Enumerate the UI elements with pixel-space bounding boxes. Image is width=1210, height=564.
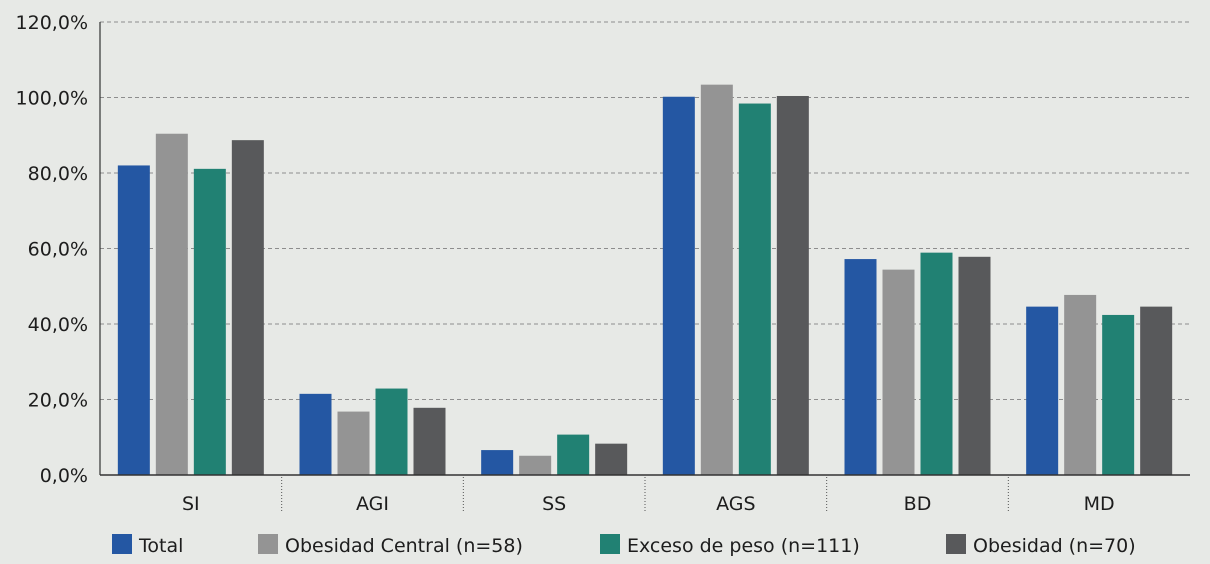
legend-label: Total: [138, 535, 183, 557]
bar-si-series-4: [231, 140, 264, 475]
legend-swatch: [600, 534, 620, 554]
bar-md-series-3: [1102, 314, 1135, 475]
y-tick-label: 60,0%: [28, 239, 88, 261]
bar-md-series-4: [1140, 306, 1173, 475]
bar-ags-series-3: [738, 103, 771, 475]
x-axis-categories: SI AGI SS AGS BD MD: [182, 493, 1115, 515]
y-tick-label: 0,0%: [40, 465, 88, 487]
legend: Total Obesidad Central (n=58) Exceso de pe…: [112, 534, 1136, 557]
bar-ags-series-1: [662, 96, 695, 476]
legend-item: Total: [112, 534, 183, 557]
y-tick-label: 120,0%: [16, 12, 88, 34]
bar-si-series-1: [117, 165, 150, 475]
bar-bd-series-3: [920, 252, 953, 475]
x-category-label: MD: [1084, 493, 1115, 515]
legend-item: Exceso de peso (n=111): [600, 534, 860, 557]
legend-swatch: [258, 534, 278, 554]
bar-ss-series-1: [481, 450, 514, 475]
bar-agi-series-1: [299, 393, 332, 475]
legend-label: Obesidad (n=70): [973, 535, 1136, 557]
bar-md-series-1: [1026, 306, 1059, 475]
x-category-label: AGS: [716, 493, 755, 515]
legend-label: Exceso de peso (n=111): [627, 535, 860, 557]
y-tick-label: 100,0%: [16, 88, 88, 110]
bar-agi-series-3: [375, 388, 408, 475]
legend-label: Obesidad Central (n=58): [285, 535, 523, 557]
x-category-label: AGI: [356, 493, 389, 515]
legend-item: Obesidad (n=70): [946, 534, 1136, 557]
bar-agi-series-4: [413, 407, 446, 475]
legend-item: Obesidad Central (n=58): [258, 534, 523, 557]
bar-agi-series-2: [337, 411, 370, 475]
bar-bd-series-2: [882, 269, 915, 475]
bar-ss-series-4: [595, 443, 628, 475]
x-category-label: SI: [182, 493, 200, 515]
legend-swatch: [946, 534, 966, 554]
y-tick-label: 80,0%: [28, 163, 88, 185]
bar-si-series-3: [193, 168, 226, 475]
bar-ags-series-4: [776, 95, 809, 476]
bar-si-series-2: [155, 133, 188, 476]
y-axis-ticks: 0,0% 20,0% 40,0% 60,0% 80,0% 100,0% 120,0%: [16, 12, 88, 487]
bars: [117, 84, 1173, 476]
legend-swatch: [112, 534, 132, 554]
bar-bd-series-1: [844, 259, 877, 475]
bar-ags-series-2: [700, 84, 733, 475]
axes: [99, 22, 1190, 513]
y-tick-label: 20,0%: [28, 390, 88, 412]
bar-md-series-2: [1064, 294, 1097, 475]
x-category-label: BD: [904, 493, 932, 515]
y-tick-label: 40,0%: [28, 314, 88, 336]
bar-ss-series-2: [519, 455, 552, 475]
bar-ss-series-3: [557, 434, 590, 475]
bar-bd-series-4: [958, 256, 991, 475]
x-category-label: SS: [542, 493, 566, 515]
